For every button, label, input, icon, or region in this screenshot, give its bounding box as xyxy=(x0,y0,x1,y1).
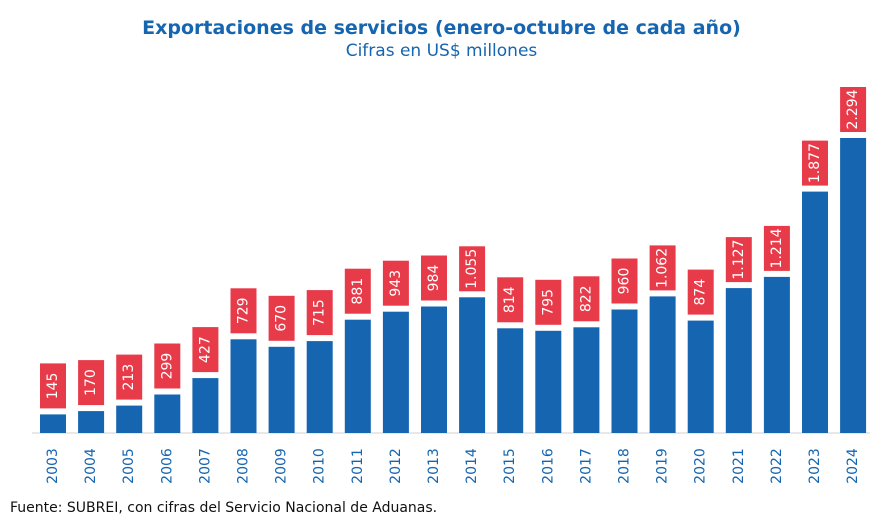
data-labels-group: 145 170 213 299 427 729 670 715 881 943 984 1.055 81… xyxy=(40,87,867,409)
bar-2024 xyxy=(840,138,867,433)
data-label-2018: 960 xyxy=(617,268,633,295)
data-label-box-2024 xyxy=(840,87,867,132)
data-label-box-2021 xyxy=(725,237,752,283)
data-label-box-2010 xyxy=(306,290,333,336)
data-label-2004: 170 xyxy=(83,369,99,396)
bar-2010 xyxy=(306,341,333,433)
bar-2021 xyxy=(725,288,752,433)
bar-2019 xyxy=(649,296,676,433)
x-tick-2013: 2013 xyxy=(426,448,442,484)
data-label-2008: 729 xyxy=(236,297,252,324)
bar-2022 xyxy=(763,276,790,433)
data-label-2003: 145 xyxy=(45,373,61,400)
data-label-2014: 1.055 xyxy=(464,249,480,289)
chart-subtitle: Cifras en US$ millones xyxy=(345,41,538,61)
bar-2014 xyxy=(459,297,486,433)
bar-2008 xyxy=(230,339,257,433)
data-label-box-2023 xyxy=(802,140,828,186)
data-label-box-2014 xyxy=(459,246,486,292)
bar-2015 xyxy=(497,328,524,433)
data-label-box-2017 xyxy=(573,276,600,322)
data-label-box-2022 xyxy=(763,225,790,271)
source-note: Fuente: SUBREI, con cifras del Servicio … xyxy=(10,500,438,516)
data-label-2009: 670 xyxy=(274,305,290,332)
data-label-box-2013 xyxy=(421,255,447,301)
bar-2007 xyxy=(192,378,219,433)
bar-2020 xyxy=(687,320,714,433)
data-label-2015: 814 xyxy=(502,286,518,313)
data-label-box-2009 xyxy=(268,295,295,341)
data-label-2011: 881 xyxy=(350,278,366,305)
bar-2017 xyxy=(573,327,600,433)
data-label-2016: 795 xyxy=(540,289,556,316)
bar-2011 xyxy=(344,319,371,433)
data-label-box-2008 xyxy=(230,288,257,334)
data-label-box-2003 xyxy=(40,363,66,409)
data-label-2017: 822 xyxy=(578,285,594,312)
x-tick-labels-group: 2003 2004 2005 2006 2007 2008 2009 2010 2011 2012… xyxy=(45,448,861,484)
data-label-box-2011 xyxy=(344,268,371,314)
bar-2016 xyxy=(535,330,562,433)
data-label-box-2006 xyxy=(154,343,181,389)
data-label-2013: 984 xyxy=(426,265,442,292)
data-label-box-2015 xyxy=(497,277,524,323)
x-tick-2017: 2017 xyxy=(578,448,594,484)
bar-2004 xyxy=(78,411,105,433)
x-tick-2007: 2007 xyxy=(197,448,213,484)
bar-2013 xyxy=(421,306,447,433)
bar-2003 xyxy=(40,414,66,433)
data-label-2007: 427 xyxy=(197,336,213,363)
x-tick-2016: 2016 xyxy=(540,448,556,484)
bar-2006 xyxy=(154,394,181,433)
data-label-box-2007 xyxy=(192,327,219,373)
bar-2023 xyxy=(802,191,828,433)
bar-2018 xyxy=(611,309,638,433)
x-tick-2012: 2012 xyxy=(388,448,404,484)
chart-title: Exportaciones de servicios (enero-octubr… xyxy=(142,17,741,39)
data-label-box-2020 xyxy=(687,269,714,315)
x-tick-2008: 2008 xyxy=(236,448,252,484)
x-tick-2009: 2009 xyxy=(274,448,290,484)
data-label-box-2012 xyxy=(382,260,409,306)
bar-2012 xyxy=(382,311,409,433)
x-tick-2023: 2023 xyxy=(807,448,823,484)
x-tick-2021: 2021 xyxy=(731,448,747,484)
x-tick-2006: 2006 xyxy=(159,448,175,484)
data-label-2024: 2.294 xyxy=(845,89,861,129)
bar-chart: 145 170 213 299 427 729 670 715 881 943 984 1.055 81… xyxy=(32,87,870,484)
data-label-2006: 299 xyxy=(159,353,175,380)
data-label-box-2005 xyxy=(116,354,143,400)
bar-2009 xyxy=(268,346,295,433)
data-label-2010: 715 xyxy=(312,299,328,326)
x-tick-2018: 2018 xyxy=(617,448,633,484)
x-tick-2024: 2024 xyxy=(845,448,861,484)
data-label-2020: 874 xyxy=(693,279,709,306)
x-tick-2014: 2014 xyxy=(464,448,480,484)
data-label-2019: 1.062 xyxy=(655,248,671,288)
x-tick-2011: 2011 xyxy=(350,448,366,484)
x-tick-2005: 2005 xyxy=(121,448,137,484)
data-label-2012: 943 xyxy=(388,270,404,297)
data-label-2021: 1.127 xyxy=(731,240,747,280)
x-tick-2015: 2015 xyxy=(502,448,518,484)
x-tick-2020: 2020 xyxy=(693,448,709,484)
data-label-box-2018 xyxy=(611,258,638,304)
x-tick-2010: 2010 xyxy=(312,448,328,484)
data-label-2023: 1.877 xyxy=(807,143,823,183)
x-tick-2022: 2022 xyxy=(769,448,785,484)
data-label-2005: 213 xyxy=(121,364,137,391)
data-label-2022: 1.214 xyxy=(769,228,785,268)
x-tick-2004: 2004 xyxy=(83,448,99,484)
data-label-box-2004 xyxy=(78,360,105,406)
bar-2005 xyxy=(116,405,143,433)
x-tick-2019: 2019 xyxy=(655,448,671,484)
x-tick-2003: 2003 xyxy=(45,448,61,484)
data-label-box-2019 xyxy=(649,245,676,291)
data-label-box-2016 xyxy=(535,279,562,325)
bars-group xyxy=(40,138,867,433)
